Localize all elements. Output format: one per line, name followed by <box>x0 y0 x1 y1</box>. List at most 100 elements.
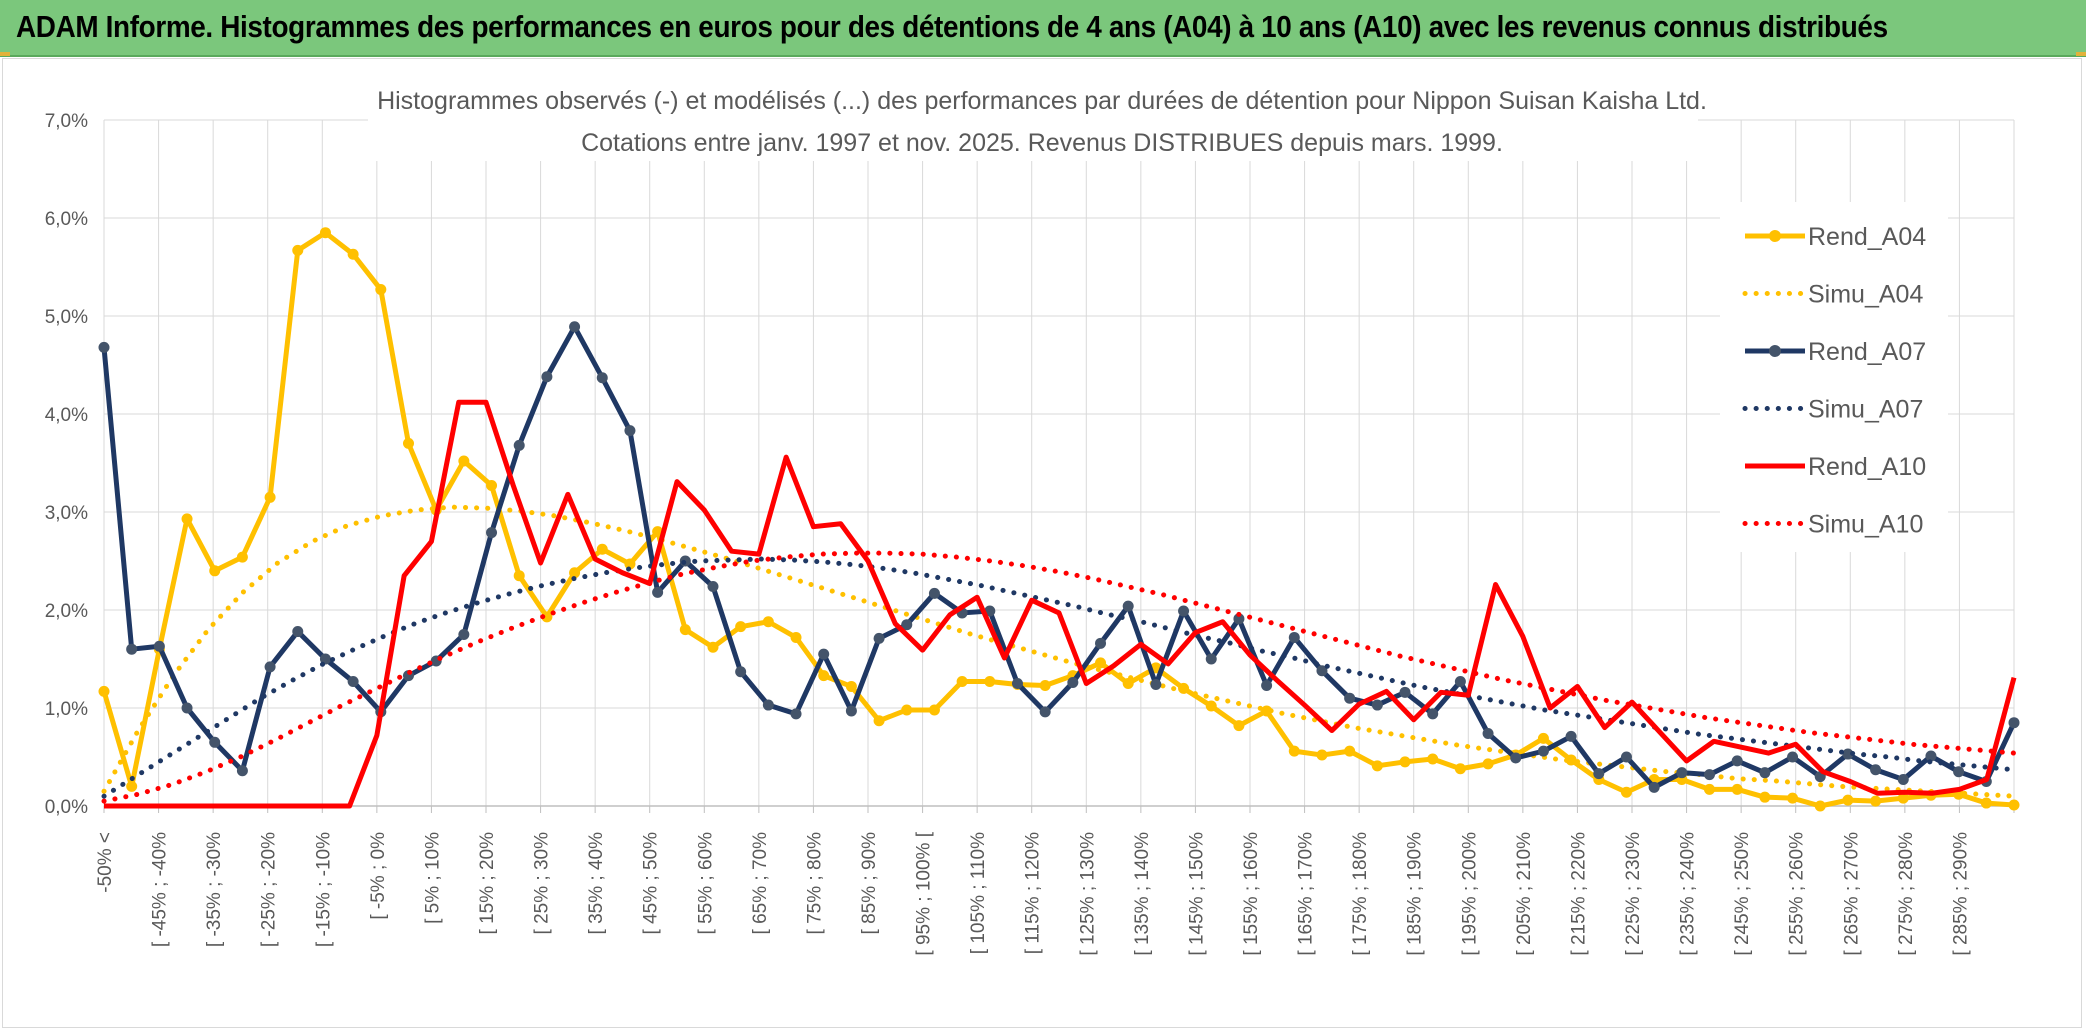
x-tick-label: [ 95% ; 100% [ <box>914 831 935 955</box>
x-tick-label: [ 75% ; 80% <box>804 832 825 935</box>
series-simu-a04 <box>101 504 2017 799</box>
data-point <box>596 543 608 555</box>
x-axis-labels: -50% < [ -45% ; -40% [ -35% ; -30% [ -25% ;… <box>95 831 1971 955</box>
data-point <box>1399 756 1411 768</box>
data-point <box>486 527 498 539</box>
legend-label: Rend_A04 <box>1808 223 1926 251</box>
data-point <box>1731 755 1743 767</box>
data-point <box>1482 727 1494 739</box>
x-tick-label: [ 255% ; 260% <box>1787 832 1808 956</box>
data-point <box>402 437 414 449</box>
data-point <box>928 587 940 599</box>
x-tick-label: [ 185% ; 190% <box>1405 832 1426 956</box>
y-tick-label: 6,0% <box>45 209 88 230</box>
data-point <box>264 491 276 503</box>
data-point <box>1371 760 1383 772</box>
legend-item-simu-a04: Simu_A04 <box>1742 281 1923 309</box>
series-line-rend-a07 <box>101 324 2017 790</box>
data-point <box>1205 653 1217 665</box>
data-point <box>1759 791 1771 803</box>
corner-accent-left <box>0 52 10 56</box>
data-point <box>569 321 581 333</box>
chart-title: Histogrammes observés (-) et modélisés (… <box>368 87 1707 161</box>
data-point <box>762 616 774 628</box>
data-point <box>1095 657 1107 669</box>
data-point <box>1731 783 1743 795</box>
x-tick-label: [ 245% ; 250% <box>1732 832 1753 956</box>
x-tick-label: [ 265% ; 270% <box>1841 832 1862 956</box>
data-point <box>707 580 719 592</box>
data-point <box>292 626 304 638</box>
data-point <box>1842 748 1854 760</box>
data-point <box>762 699 774 711</box>
data-point <box>347 248 359 260</box>
data-point <box>347 676 359 688</box>
x-tick-label: [ 175% ; 180% <box>1350 832 1371 956</box>
y-tick-label: 3,0% <box>45 503 88 524</box>
data-point <box>1122 678 1134 689</box>
x-tick-label: [ 55% ; 60% <box>695 832 716 935</box>
data-point <box>1759 767 1771 779</box>
data-point <box>458 629 470 640</box>
data-point <box>209 565 221 577</box>
y-tick-label: 2,0% <box>45 601 88 622</box>
x-tick-label: [ -25% ; -20% <box>259 832 280 947</box>
data-point <box>98 341 110 353</box>
data-point <box>1095 637 1107 649</box>
data-point <box>1482 758 1494 770</box>
data-point <box>2008 799 2020 811</box>
legend-item-simu-a07: Simu_A07 <box>1742 396 1923 424</box>
data-point <box>1316 749 1328 761</box>
x-tick-label: [ 195% ; 200% <box>1459 832 1480 956</box>
chart-title-line-1: Histogrammes observés (-) et modélisés (… <box>377 87 1707 115</box>
x-tick-label: [ 205% ; 210% <box>1514 832 1535 956</box>
data-point <box>236 765 248 777</box>
x-tick-label: [ 15% ; 20% <box>477 832 498 935</box>
data-point <box>1870 795 1882 807</box>
data-point <box>1261 679 1273 691</box>
data-point <box>1233 613 1245 625</box>
legend-item-simu-a10: Simu_A10 <box>1742 511 1923 539</box>
legend-label: Simu_A10 <box>1808 511 1923 539</box>
data-point <box>1399 686 1411 698</box>
data-point <box>735 621 747 633</box>
data-point <box>541 611 553 623</box>
chart-title-line-2: Cotations entre janv. 1997 et nov. 2025.… <box>581 129 1503 157</box>
data-point <box>679 624 691 636</box>
x-tick-label: [ 5% ; 10% <box>422 832 443 924</box>
data-point <box>901 704 913 716</box>
y-tick-label: 5,0% <box>45 307 88 328</box>
data-point <box>2008 717 2020 729</box>
x-tick-label: [ 115% ; 120% <box>1023 832 1044 954</box>
header-title: ADAM Informe. Histogrammes des performan… <box>16 9 1888 44</box>
data-point <box>513 570 525 582</box>
legend-item-rend-a10: Rend_A10 <box>1745 453 1926 481</box>
x-tick-label: [ 225% ; 230% <box>1623 832 1644 956</box>
data-point <box>1925 750 1937 762</box>
x-tick-label: [ 285% ; 290% <box>1950 832 1971 956</box>
data-point <box>1344 692 1356 704</box>
series-line-simu-a07 <box>101 556 2017 799</box>
data-point <box>98 685 110 697</box>
y-tick-label: 7,0% <box>45 111 88 132</box>
data-point <box>1870 764 1882 776</box>
data-point <box>1704 769 1716 781</box>
chart-frame <box>2 58 2082 1028</box>
series-line-simu-a04 <box>101 504 2017 799</box>
data-point <box>1039 706 1051 718</box>
x-tick-label: [ 275% ; 280% <box>1896 832 1917 956</box>
data-point <box>845 680 857 692</box>
data-point <box>209 736 221 748</box>
plot-area <box>98 227 2020 812</box>
x-tick-label: [ 215% ; 220% <box>1568 832 1589 956</box>
series-rend-a04 <box>98 227 2020 812</box>
x-tick-label: [ 45% ; 50% <box>641 832 662 935</box>
header-bar: ADAM Informe. Histogrammes des performan… <box>0 0 2086 57</box>
x-tick-label: [ 25% ; 30% <box>532 832 553 935</box>
x-tick-label: [ 65% ; 70% <box>750 832 771 935</box>
data-point <box>1565 730 1577 742</box>
chart-title-background <box>368 117 1698 161</box>
x-axis <box>103 805 2015 813</box>
data-point <box>624 558 636 570</box>
data-point <box>1704 783 1716 795</box>
